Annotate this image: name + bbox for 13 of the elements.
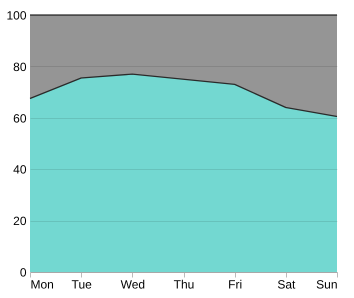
x-tick-label: Wed <box>120 278 146 292</box>
y-tick-label: 0 <box>20 266 27 280</box>
y-tick-label: 100 <box>6 8 27 22</box>
y-tick-label: 40 <box>13 162 27 177</box>
y-tick-label: 20 <box>13 214 27 228</box>
x-tick-label: Thu <box>174 278 194 292</box>
x-tick-label: Sat <box>277 278 296 292</box>
x-tick-label: Mon <box>30 278 54 292</box>
x-tick-label: Tue <box>72 278 92 292</box>
y-tick-label: 80 <box>13 60 27 74</box>
x-tick-label: Fri <box>228 278 242 292</box>
x-tick-label: Sun <box>316 278 338 292</box>
y-tick-label: 60 <box>13 111 27 126</box>
